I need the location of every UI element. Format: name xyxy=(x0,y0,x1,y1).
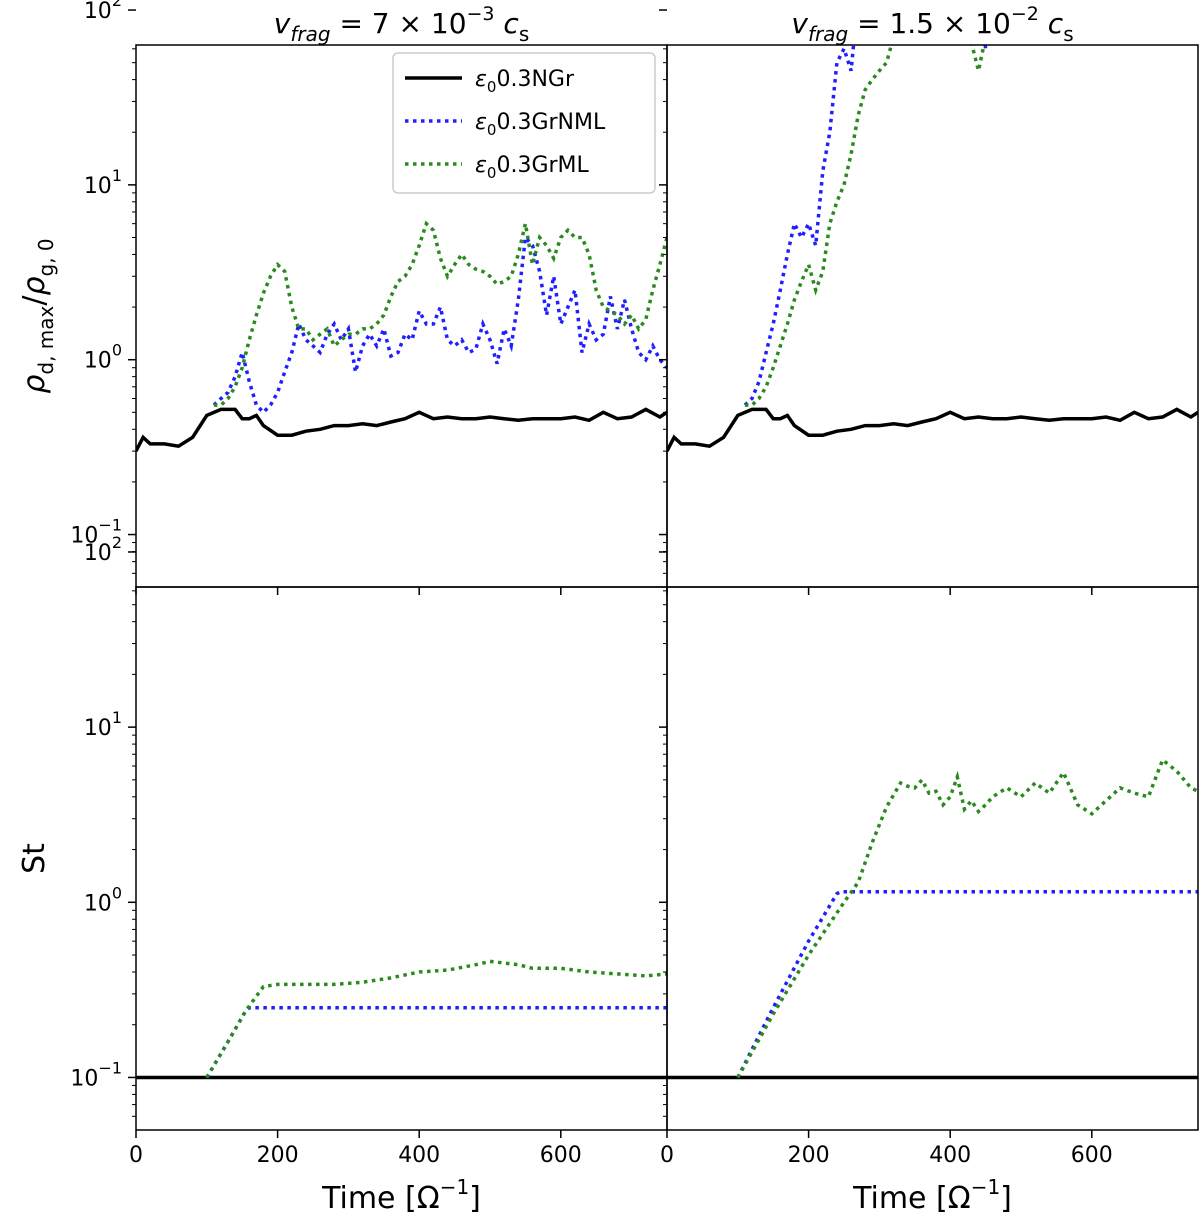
x-tick-label: 200 xyxy=(257,1143,299,1168)
panel-bottom-right: 0 200 400 600 Time [Ω−1] xyxy=(659,551,1199,1216)
x-tick-label: 0 xyxy=(129,1143,143,1168)
panel-top-right: vfrag = 1.5 × 10−2 cs xyxy=(659,3,1199,595)
legend: ε00.3NGr ε00.3GrNML ε00.3GrML xyxy=(392,52,656,194)
legend-label: ε00.3GrNML xyxy=(475,110,606,139)
x-tick-label: 400 xyxy=(398,1143,440,1168)
y-tick-label: 10−1 xyxy=(70,516,122,549)
y-axis-label: ρd, max/ρg, 0 xyxy=(17,238,58,393)
panel-title: vfrag = 7 × 10−3 cs xyxy=(274,3,530,46)
y-tick-label: 102 xyxy=(84,533,122,566)
y-tick-label: 100 xyxy=(84,883,122,916)
x-tick-label: 600 xyxy=(1071,1143,1113,1168)
panel-frame xyxy=(666,44,1199,588)
y-tick-label: 102 xyxy=(84,0,122,24)
panel-bottom-left: 10−1 100 101 102 0 200 400 600 St Time [Ω−1] xyxy=(17,533,668,1216)
series-line xyxy=(743,45,988,407)
series-line xyxy=(205,959,667,1079)
series-line xyxy=(136,407,667,452)
series-line xyxy=(667,407,1198,452)
x-axis-label: Time [Ω−1] xyxy=(321,1175,481,1216)
legend-frame xyxy=(392,52,656,194)
series-line xyxy=(744,45,986,407)
y-tick-label: 101 xyxy=(84,166,122,199)
x-tick-label: 200 xyxy=(788,1143,830,1168)
series-line xyxy=(213,220,667,407)
panel-frame xyxy=(135,586,668,1131)
y-tick-label: 10−1 xyxy=(70,1058,122,1091)
y-axis-label: St xyxy=(17,843,52,874)
x-axis-label: Time [Ω−1] xyxy=(852,1175,1012,1216)
legend-label: ε00.3GrML xyxy=(475,153,590,182)
y-tick-label: 100 xyxy=(84,341,122,374)
panel-top-left: 10−1 100 101 102 vfrag = 7 × 10−3 cs ρd, max/… xyxy=(17,0,668,595)
series-line xyxy=(212,233,667,415)
series-line xyxy=(736,757,1198,1079)
x-tick-label: 600 xyxy=(540,1143,582,1168)
x-tick-label: 0 xyxy=(660,1143,674,1168)
y-tick-label: 101 xyxy=(84,708,122,741)
series-line xyxy=(205,1005,667,1079)
legend-label: ε00.3NGr xyxy=(475,67,575,96)
series-line xyxy=(736,889,1198,1079)
panel-frame xyxy=(666,586,1199,1131)
x-tick-label: 400 xyxy=(929,1143,971,1168)
panel-title: vfrag = 1.5 × 10−2 cs xyxy=(791,3,1073,46)
